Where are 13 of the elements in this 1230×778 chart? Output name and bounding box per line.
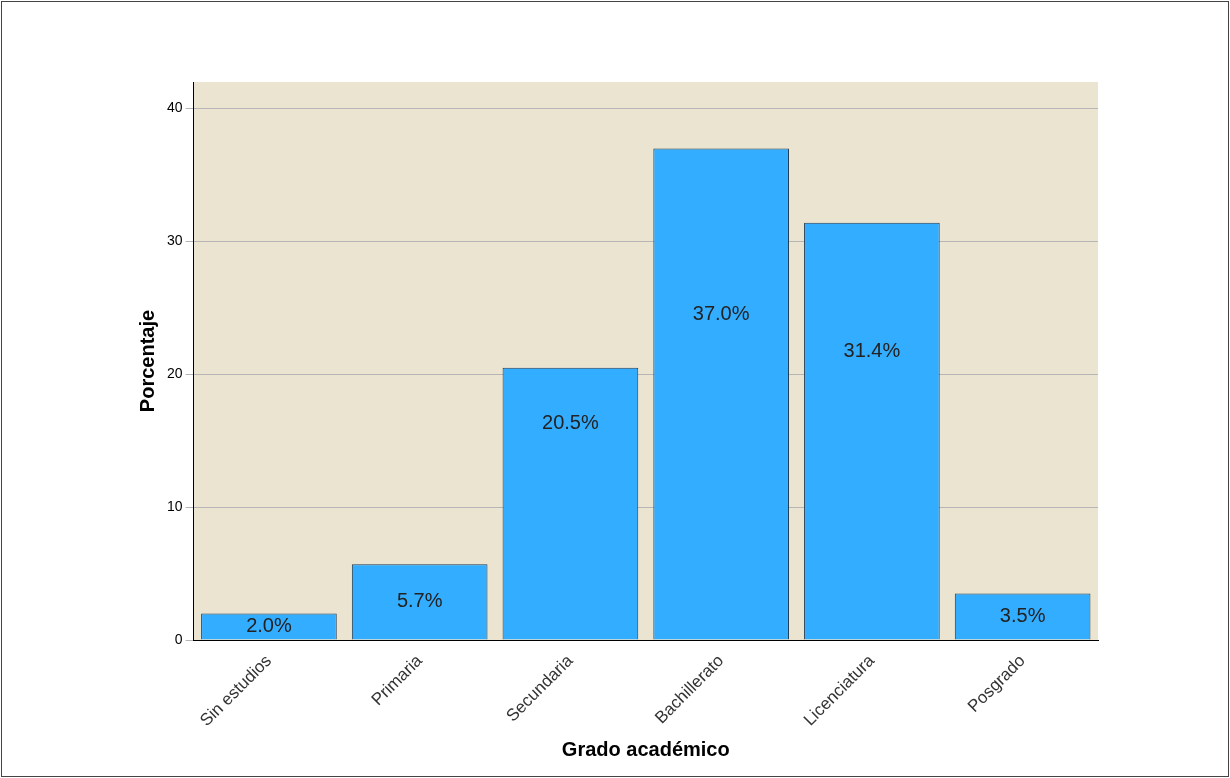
x-axis-title: Grado académico (561, 737, 730, 760)
y-tick-label: 20 (166, 365, 183, 382)
y-tick-label: 40 (166, 99, 183, 116)
data-label: 20.5% (542, 411, 599, 434)
y-tick-label: 0 (174, 630, 183, 647)
data-label: 31.4% (843, 338, 901, 361)
y-tick-label: 10 (166, 498, 183, 515)
data-label: 37.0% (692, 301, 750, 324)
data-label: 3.5% (999, 604, 1046, 627)
y-tick-label: 30 (166, 232, 183, 249)
data-label: 2.0% (246, 614, 292, 637)
data-label: 5.7% (396, 589, 443, 612)
y-axis-title: Porcentaje (135, 309, 158, 413)
